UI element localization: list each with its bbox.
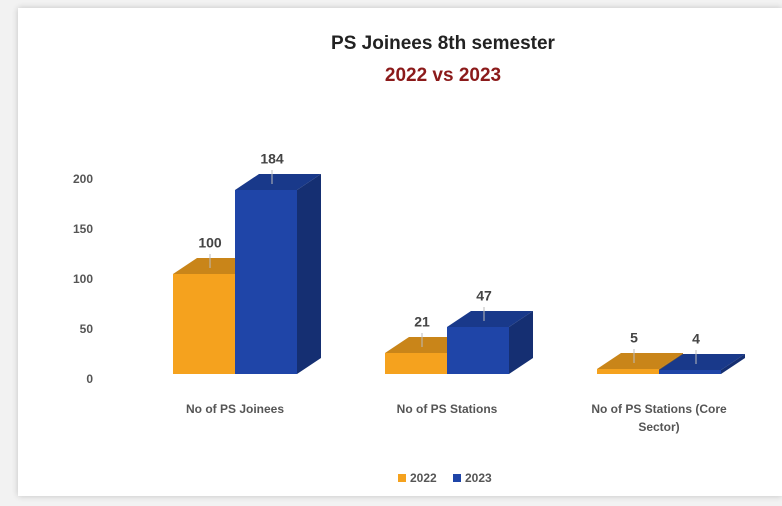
value-label: 5 [630, 330, 638, 346]
x-tick-label: No of PS Joinees [185, 402, 285, 416]
bar-top [447, 311, 533, 327]
bar-top [659, 354, 745, 370]
y-tick-label: 0 [86, 372, 93, 386]
y-tick-label: 100 [73, 272, 93, 286]
bar-front [173, 274, 235, 374]
legend-swatch [398, 474, 406, 482]
y-tick-label: 150 [73, 222, 93, 236]
value-label: 21 [414, 314, 430, 330]
legend-label: 2022 [410, 471, 437, 485]
bar-front [447, 327, 509, 374]
bar-front [235, 190, 297, 374]
value-label: 4 [692, 331, 700, 347]
x-tick-label: No of PS Stations (Core Sector) [591, 402, 727, 434]
bar-side [509, 311, 533, 374]
bar-front [385, 353, 447, 374]
y-tick-label: 200 [73, 172, 93, 186]
bar-top [597, 353, 683, 369]
bar-side [297, 174, 321, 374]
value-label: 47 [476, 288, 492, 304]
chart-subtitle: 2022 vs 2023 [385, 65, 501, 86]
bar-front [597, 369, 659, 374]
legend-label: 2023 [465, 471, 492, 485]
title-box [262, 14, 624, 112]
bar-side [721, 354, 745, 374]
legend-swatch [453, 474, 461, 482]
bar-top [235, 174, 321, 190]
bar-front [659, 370, 721, 374]
value-label: 100 [198, 235, 222, 251]
y-tick-label: 50 [80, 322, 94, 336]
value-label: 184 [260, 151, 284, 167]
x-tick-label: No of PS Stations [396, 402, 498, 416]
chart-title: PS Joinees 8th semester [331, 33, 555, 54]
